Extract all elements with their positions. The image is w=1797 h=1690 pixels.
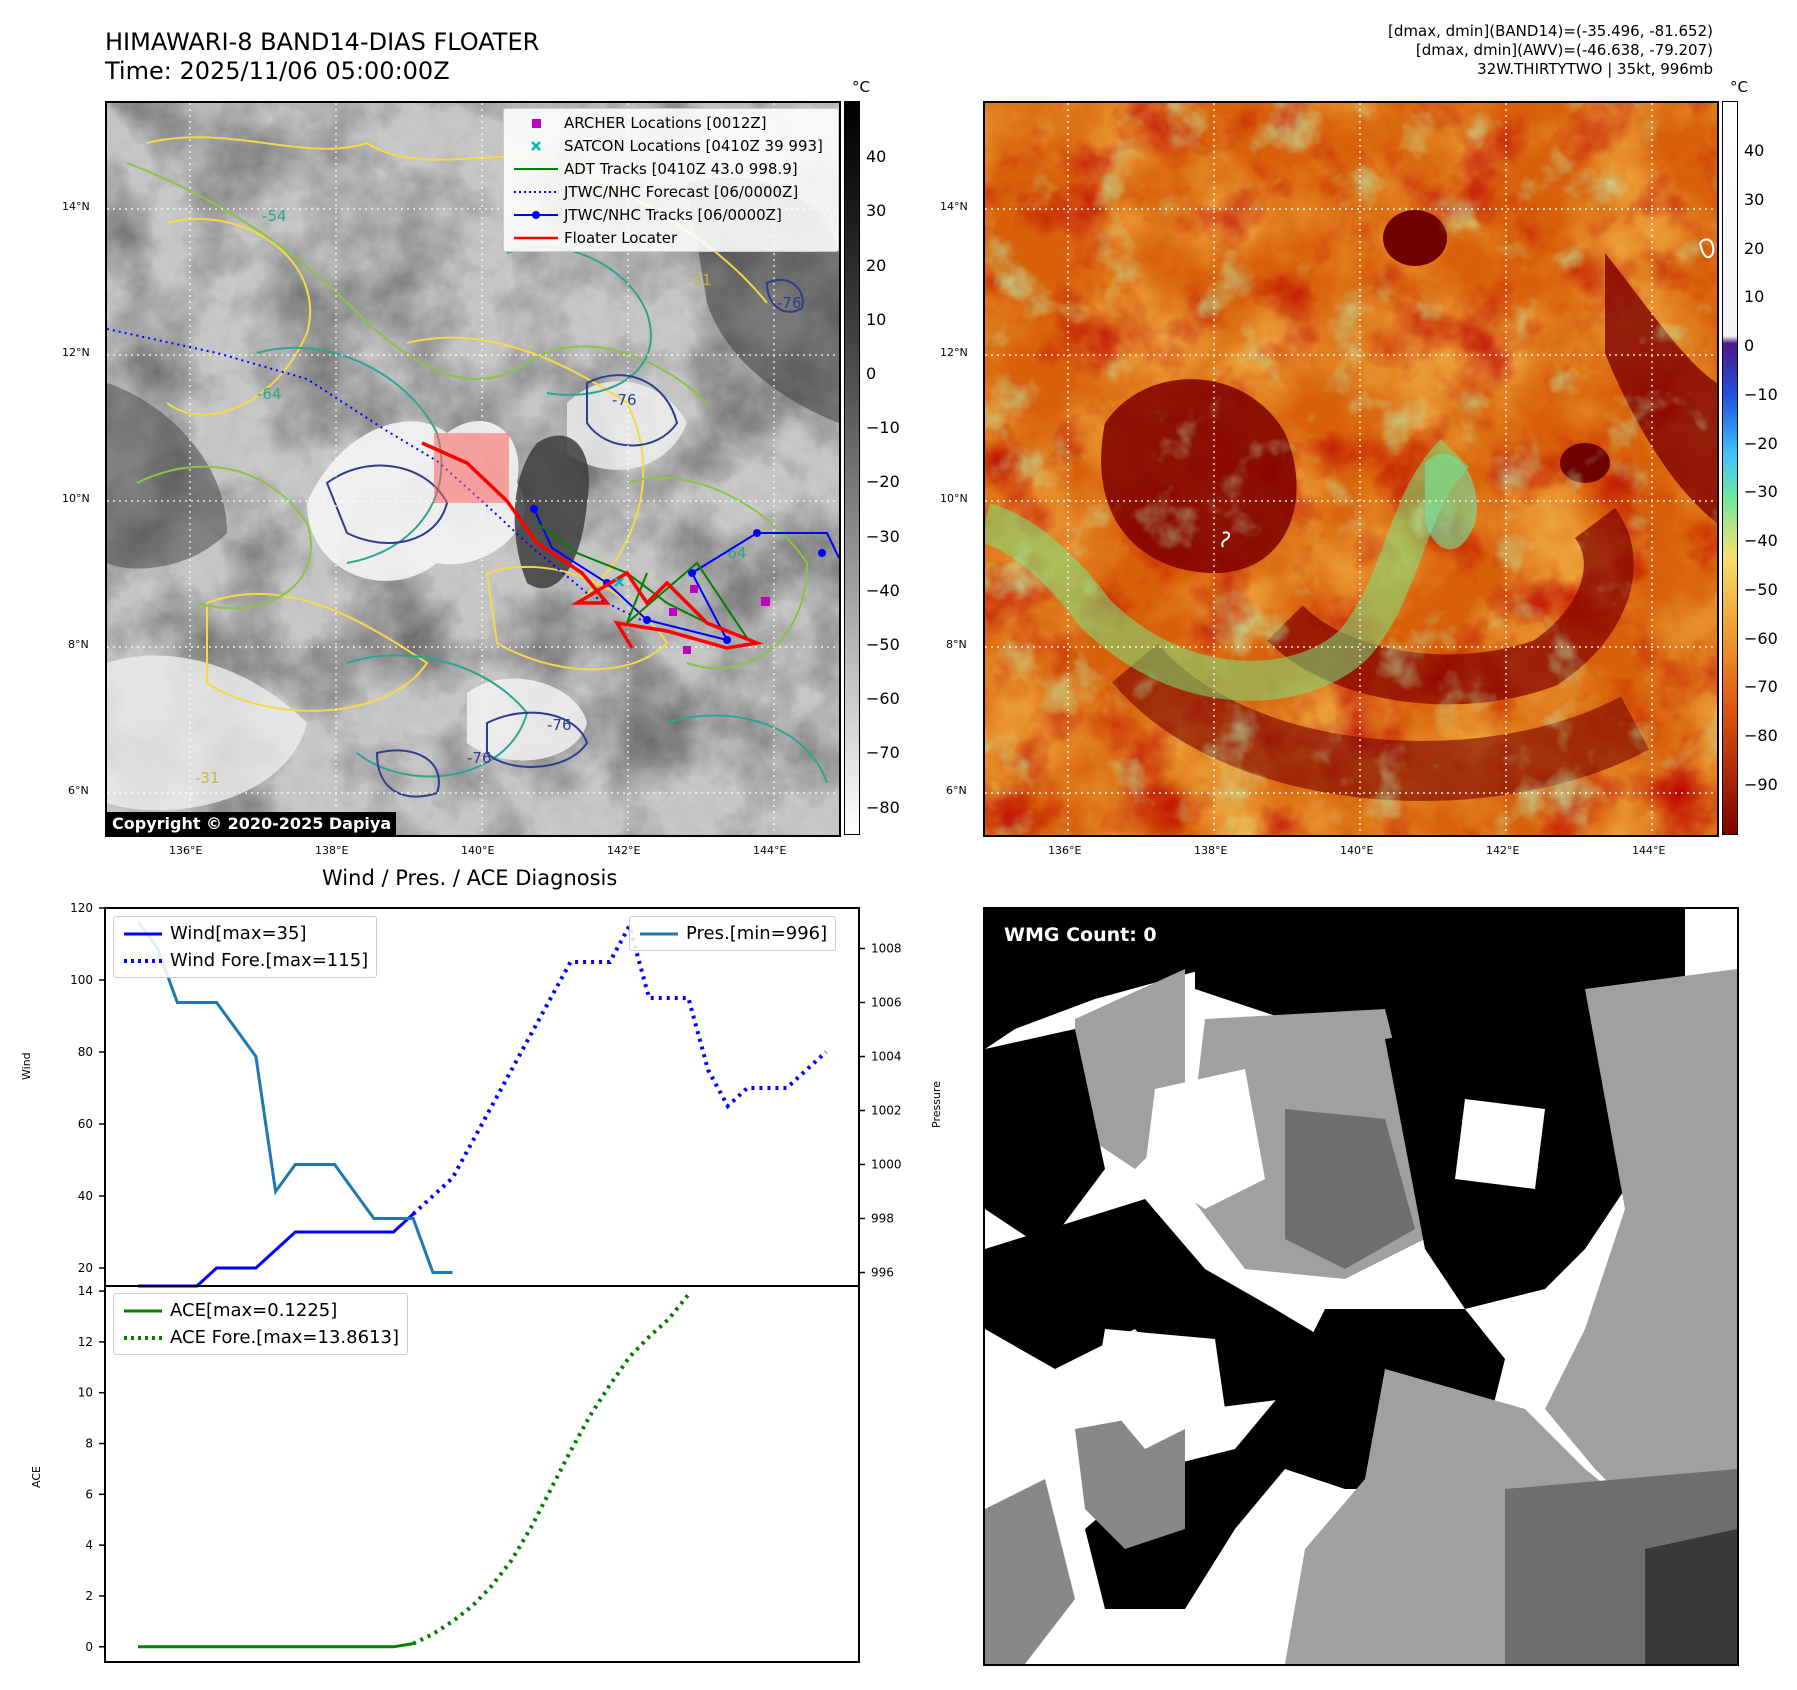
- pressure-axis-tick-label: 996: [871, 1266, 894, 1280]
- wmg-image: [985, 909, 1737, 1664]
- wind-axis-tick-label: 40: [78, 1189, 93, 1203]
- lon-tick: 144°E: [1632, 844, 1666, 857]
- pressure-axis: 996 998 1000 1002 1004 1006 1008: [859, 942, 902, 1280]
- ace-axis: 0 2 4 6 8 10 12 14: [78, 1284, 105, 1654]
- lon-tick: 138°E: [1194, 844, 1228, 857]
- wind-axis-tick-label: 120: [70, 901, 93, 915]
- pressure-axis-tick-label: 1004: [871, 1050, 902, 1064]
- wind-axis-tick-label: 60: [78, 1117, 93, 1131]
- pressure-line: [136, 920, 453, 1274]
- awv-map-image: [985, 103, 1717, 835]
- copyright-label: Copyright © 2020-2025 Dapiya: [107, 812, 397, 835]
- diagnosis-title: Wind / Pres. / ACE Diagnosis: [322, 866, 618, 890]
- pressure-axis-tick-label: 1008: [871, 942, 902, 956]
- archer-locations: [669, 585, 770, 654]
- legend-jtwc-tracks: JTWC/NHC Tracks [06/0000Z]: [508, 203, 834, 226]
- floater-track: [421, 441, 764, 650]
- contour-label: -76: [777, 294, 802, 312]
- ace-legend: ACE[max=0.1225] ACE Fore.[max=13.8613]: [113, 1293, 408, 1355]
- lat-tick: 6°N: [68, 784, 89, 797]
- wind-ylabel: Wind: [20, 1052, 33, 1080]
- lon-tick: 142°E: [607, 844, 641, 857]
- lat-tick: 12°N: [62, 346, 90, 359]
- pressure-axis-tick-label: 1002: [871, 1104, 902, 1118]
- ir-map-panel: -76 -76 -76 -76 -64 -64 -54 -31 -31: [105, 101, 841, 837]
- stats-storm: 32W.THIRTYTWO | 35kt, 996mb: [1477, 60, 1713, 78]
- awv-map-panel: [983, 101, 1719, 837]
- legend-ace-forecast: ACE Fore.[max=13.8613]: [124, 1327, 399, 1348]
- lat-tick: 12°N: [940, 346, 968, 359]
- legend-wind-forecast: Wind Fore.[max=115]: [124, 950, 369, 971]
- figure-title: HIMAWARI-8 BAND14-DIAS FLOATER Time: 202…: [105, 28, 539, 86]
- ace-axis-tick-label: 12: [78, 1335, 93, 1349]
- legend-pressure: Pres.[min=996]: [640, 923, 828, 944]
- legend-archer: ARCHER Locations [0012Z]: [508, 111, 834, 134]
- lat-tick: 8°N: [68, 638, 89, 651]
- wind-axis: 20 40 60 80 100 120: [70, 901, 105, 1275]
- contour-label: -76: [612, 391, 637, 409]
- ir-legend: ARCHER Locations [0012Z] SATCON Location…: [503, 108, 839, 252]
- ir-colorbar: [844, 101, 860, 835]
- awv-colorbar: [1722, 101, 1738, 835]
- pressure-legend: Pres.[min=996]: [629, 916, 837, 951]
- ir-colorbar-unit: °C: [852, 78, 870, 96]
- contour-label: -31: [195, 769, 220, 787]
- contour-label: -54: [262, 207, 287, 225]
- contour-label: -64: [257, 385, 282, 403]
- lat-tick: 14°N: [940, 200, 968, 213]
- lat-tick: 14°N: [62, 200, 90, 213]
- wind-line: [138, 1212, 415, 1288]
- contour-label: -76: [547, 716, 572, 734]
- lon-tick: 138°E: [315, 844, 349, 857]
- wind-axis-tick-label: 20: [78, 1261, 93, 1275]
- lon-tick: 140°E: [1340, 844, 1374, 857]
- pressure-axis-tick-label: 1000: [871, 1158, 902, 1172]
- ace-axis-tick-label: 8: [85, 1437, 93, 1451]
- ace-frame: [104, 1285, 860, 1663]
- wmg-count-label: WMG Count: 0: [997, 921, 1164, 949]
- lat-tick: 8°N: [946, 638, 967, 651]
- stats-band14: [dmax, dmin](BAND14)=(-35.496, -81.652): [1388, 22, 1713, 40]
- stats-awv: [dmax, dmin](AWV)=(-46.638, -79.207): [1415, 41, 1713, 59]
- stats-block: [dmax, dmin](BAND14)=(-35.496, -81.652) …: [1388, 22, 1713, 79]
- legend-satcon: SATCON Locations [0410Z 39 993]: [508, 134, 834, 157]
- lat-tick: 10°N: [62, 492, 90, 505]
- ace-axis-tick-label: 6: [85, 1487, 93, 1501]
- lat-tick: 6°N: [946, 784, 967, 797]
- ace-axis-tick-label: 10: [78, 1386, 93, 1400]
- wind-forecast-line: [411, 920, 828, 1216]
- ace-axis-tick-label: 4: [85, 1538, 93, 1552]
- wind-axis-tick-label: 100: [70, 973, 93, 987]
- ace-forecast-line: [412, 1293, 690, 1646]
- lon-tick: 144°E: [753, 844, 787, 857]
- legend-ace: ACE[max=0.1225]: [124, 1300, 338, 1321]
- lon-tick: 136°E: [169, 844, 203, 857]
- lat-tick: 10°N: [940, 492, 968, 505]
- contour-label: -64: [722, 544, 747, 562]
- contour-label: -76: [467, 749, 492, 767]
- ace-axis-tick-label: 2: [85, 1589, 93, 1603]
- legend-jtwc-forecast: JTWC/NHC Forecast [06/0000Z]: [514, 182, 799, 201]
- wind-axis-tick-label: 80: [78, 1045, 93, 1059]
- pressure-axis-tick-label: 998: [871, 1212, 894, 1226]
- ace-axis-tick-label: 0: [85, 1640, 93, 1654]
- legend-wind: Wind[max=35]: [124, 923, 307, 944]
- pressure-axis-tick-label: 1006: [871, 996, 902, 1010]
- contour-label: -31: [687, 271, 712, 289]
- title-line-1: HIMAWARI-8 BAND14-DIAS FLOATER: [105, 28, 540, 56]
- title-line-2: Time: 2025/11/06 05:00:00Z: [105, 57, 450, 85]
- lon-tick: 136°E: [1048, 844, 1082, 857]
- satcon-locations: [614, 577, 624, 587]
- wind-legend: Wind[max=35] Wind Fore.[max=115]: [113, 916, 378, 978]
- legend-floater: Floater Locater: [514, 228, 678, 247]
- wmg-panel: WMG Count: 0: [983, 907, 1739, 1666]
- ace-axis-tick-label: 14: [78, 1284, 93, 1298]
- lon-tick: 142°E: [1486, 844, 1520, 857]
- awv-colorbar-unit: °C: [1730, 78, 1748, 96]
- legend-adt: ADT Tracks [0410Z 43.0 998.9]: [514, 159, 798, 178]
- lon-tick: 140°E: [461, 844, 495, 857]
- ace-line: [138, 1642, 414, 1649]
- jtwc-track-points: [530, 505, 826, 644]
